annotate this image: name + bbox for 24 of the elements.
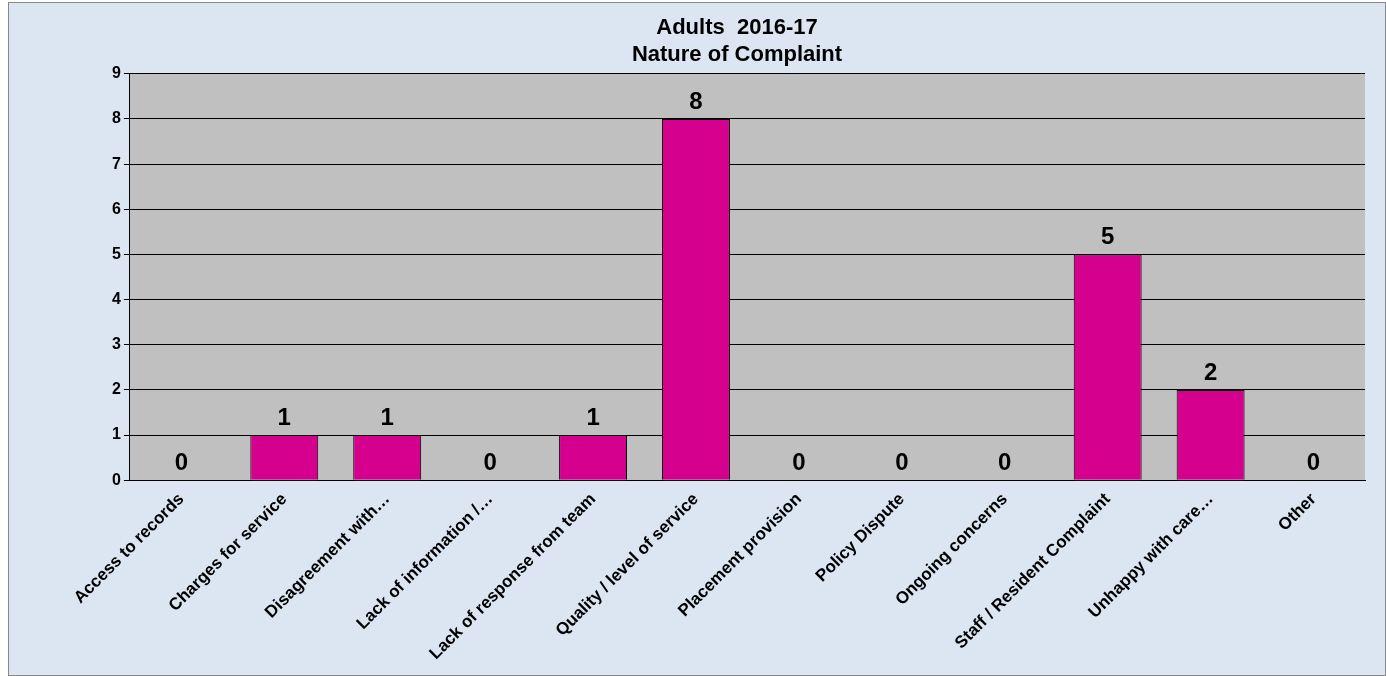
data-label: 0 <box>1306 447 1321 475</box>
y-tick-label: 8 <box>111 109 121 127</box>
y-tick-label: 0 <box>111 470 121 488</box>
y-tick-label: 4 <box>111 290 121 308</box>
data-label: 5 <box>1101 222 1115 250</box>
data-label: 8 <box>689 86 703 114</box>
data-label: 0 <box>174 447 189 475</box>
data-label: 2 <box>1203 357 1218 385</box>
y-tick-label: 9 <box>111 64 121 82</box>
y-tick-label: 5 <box>111 244 121 262</box>
data-label: 1 <box>586 402 600 430</box>
chart-subtitle: Nature of Complaint <box>631 40 843 66</box>
data-label: 1 <box>277 402 291 430</box>
data-label: 1 <box>380 402 394 430</box>
data-label: 0 <box>792 447 806 475</box>
y-tick-label: 1 <box>111 425 121 443</box>
data-label: 0 <box>483 447 497 475</box>
data-label: 0 <box>895 447 909 475</box>
chart-title: Adults 2016-17 <box>656 14 818 40</box>
y-tick-label: 2 <box>111 380 121 398</box>
data-label: 0 <box>998 447 1012 475</box>
y-tick-label: 3 <box>111 335 121 353</box>
y-tick-label: 7 <box>111 154 121 172</box>
y-tick-label: 6 <box>111 199 121 217</box>
